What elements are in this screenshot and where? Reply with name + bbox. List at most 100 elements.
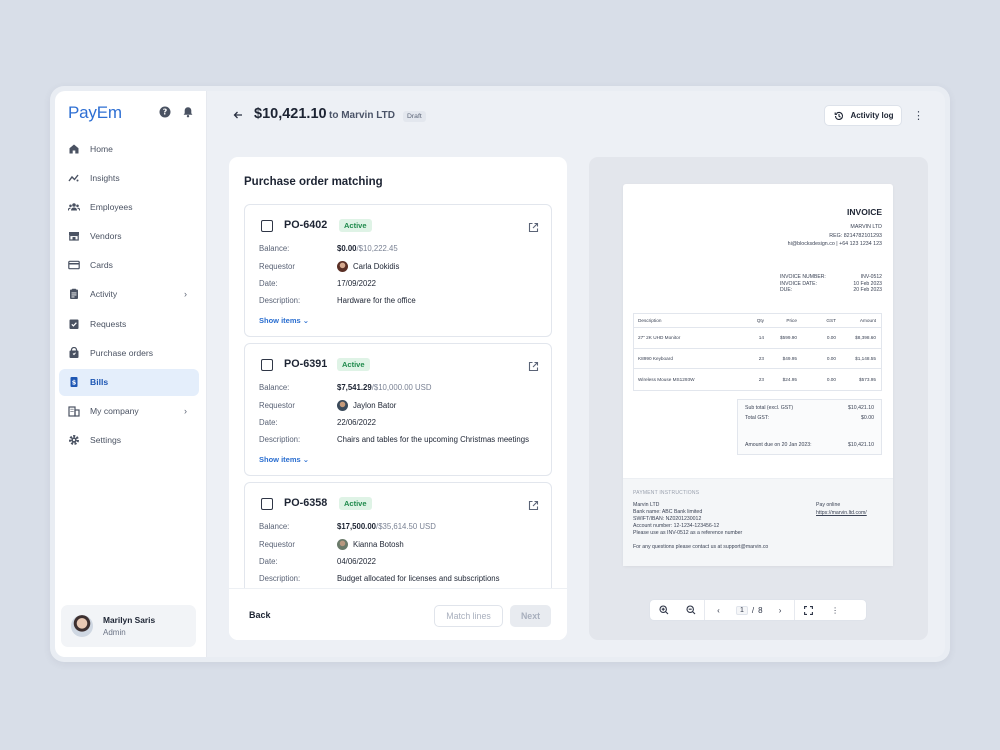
- avatar: [71, 615, 93, 637]
- sidebar-item-home[interactable]: Home: [59, 135, 199, 162]
- invoice-company: MARVIN LTD: [850, 224, 882, 230]
- brand-logo[interactable]: PayEm: [68, 103, 122, 122]
- sidebar-nav: Home Insights Employees Vendors Cards Ac…: [59, 135, 199, 456]
- column-header: Qty: [756, 318, 764, 323]
- sidebar-item-my-company[interactable]: My company ›: [59, 398, 199, 425]
- activity-log-label: Activity log: [850, 111, 894, 120]
- cell: $1,148.55: [855, 355, 876, 361]
- cell: $599.90: [780, 335, 797, 341]
- pay-online-link[interactable]: https://marvin.ltd.com/: [816, 510, 867, 516]
- sidebar-item-label: Employees: [90, 201, 133, 212]
- po-checkbox[interactable]: [261, 359, 273, 371]
- table-row: K8990 Keyboard 23 $49.95 0.00 $1,148.55: [634, 349, 881, 369]
- po-list[interactable]: PO-6402 Active Balance: $0.00/$10,222.45…: [244, 204, 552, 588]
- chevron-down-icon: ⌄: [302, 455, 310, 464]
- bill-vendor: to Marvin LTD: [329, 110, 395, 121]
- sidebar-item-label: Bills: [90, 377, 109, 387]
- description-label: Description:: [259, 574, 301, 583]
- balance-amount: $0.00: [337, 244, 357, 253]
- sidebar-item-label: My company: [90, 406, 139, 417]
- svg-text:?: ?: [162, 107, 167, 116]
- meta-label: INVOICE DATE:: [780, 280, 817, 287]
- amount-due-value: $10,421.10: [848, 442, 874, 448]
- pay-online-label: Pay online: [816, 502, 841, 508]
- sidebar-item-label: Home: [90, 143, 113, 154]
- previous-page-icon[interactable]: ‹: [717, 605, 720, 615]
- show-items-link[interactable]: Show items ⌄: [259, 455, 309, 464]
- payment-line: Account number: 12-1234-123456-12: [633, 523, 720, 529]
- main-content: $10,421.10 to Marvin LTD Draft Activity …: [207, 91, 945, 657]
- table-header: Description Qty Price GST Amount: [634, 314, 881, 328]
- balance-value: $0.00/$10,222.45: [337, 244, 398, 253]
- po-checkbox[interactable]: [261, 498, 273, 510]
- show-items-label: Show items: [259, 455, 301, 464]
- cell: 14: [758, 335, 764, 341]
- po-number: PO-6391: [284, 358, 328, 370]
- description-label: Description:: [259, 435, 301, 444]
- page-current-input[interactable]: 1: [736, 605, 748, 615]
- column-header: Description: [638, 318, 662, 323]
- sidebar-item-label: Settings: [90, 435, 122, 446]
- sidebar-item-cards[interactable]: Cards: [59, 252, 199, 279]
- balance-label: Balance:: [259, 383, 290, 392]
- description-value: Chairs and tables for the upcoming Chris…: [337, 435, 529, 444]
- sidebar-top-icons: ?: [158, 105, 194, 118]
- activity-log-button[interactable]: Activity log: [824, 105, 902, 126]
- purchase-orders-icon: [68, 346, 80, 359]
- help-icon[interactable]: ?: [158, 105, 171, 118]
- show-items-link[interactable]: Show items ⌄: [259, 316, 309, 325]
- po-checkbox[interactable]: [261, 220, 273, 232]
- sidebar-item-insights[interactable]: Insights: [59, 164, 199, 191]
- subtotal-value: $10,421.10: [848, 405, 874, 411]
- payment-instructions: PAYMENT INSTRUCTIONS Marvin LTD Bank nam…: [623, 478, 893, 566]
- sidebar-item-label: Activity: [90, 289, 118, 300]
- status-badge: Draft: [403, 111, 426, 122]
- sidebar-item-requests[interactable]: Requests: [59, 310, 199, 337]
- back-arrow-icon[interactable]: [233, 109, 243, 123]
- balance-total: /$35,614.50 USD: [376, 522, 436, 531]
- sidebar-item-employees[interactable]: Employees: [59, 193, 199, 220]
- fullscreen-icon[interactable]: [795, 600, 822, 620]
- external-link-icon[interactable]: [528, 498, 539, 511]
- requestor-name: Carla Dokidis: [353, 262, 400, 271]
- balance-total: /$10,000.00 USD: [371, 383, 432, 392]
- more-options-icon[interactable]: ⋮: [913, 110, 924, 122]
- user-role: Admin: [103, 628, 126, 637]
- sidebar-item-bills[interactable]: $ Bills: [59, 368, 199, 396]
- cell: Wireless Mouse MS1293W: [638, 376, 695, 382]
- more-options-icon[interactable]: ⋮: [831, 605, 840, 615]
- back-button[interactable]: Back: [249, 610, 271, 620]
- cell: 23: [758, 376, 764, 382]
- balance-value: $7,541.29/$10,000.00 USD: [337, 383, 432, 392]
- date-label: Date:: [259, 418, 278, 427]
- app-window: PayEm ? Home Insights Employees: [55, 91, 945, 657]
- requestor-name: Kianna Botosh: [353, 540, 404, 549]
- sidebar-item-activity[interactable]: Activity ›: [59, 281, 199, 308]
- balance-total: /$10,222.45: [356, 244, 398, 253]
- sidebar-item-vendors[interactable]: Vendors: [59, 223, 199, 250]
- zoom-in-icon[interactable]: [650, 600, 677, 620]
- date-value: 22/06/2022: [337, 418, 377, 427]
- next-page-icon[interactable]: ›: [778, 605, 782, 615]
- next-button[interactable]: Next: [510, 605, 551, 627]
- zoom-out-icon[interactable]: [677, 600, 704, 620]
- meta-label: DUE:: [780, 287, 793, 293]
- company-icon: [68, 405, 80, 417]
- activity-icon: [68, 288, 80, 300]
- match-lines-button[interactable]: Match lines: [434, 605, 503, 627]
- header: $10,421.10 to Marvin LTD Draft Activity …: [207, 91, 945, 141]
- home-icon: [68, 143, 80, 155]
- page-total: 8: [758, 605, 763, 615]
- external-link-icon[interactable]: [528, 359, 539, 372]
- date-label: Date:: [259, 279, 278, 288]
- external-link-icon[interactable]: [528, 220, 539, 233]
- panel-title: Purchase order matching: [244, 176, 383, 188]
- chevron-right-icon: ›: [184, 289, 187, 300]
- svg-text:$: $: [72, 378, 77, 386]
- sidebar-item-settings[interactable]: Settings: [59, 427, 199, 454]
- insights-icon: [68, 172, 80, 184]
- bell-icon[interactable]: [181, 105, 194, 118]
- meta-value: 10 Feb 2023: [853, 280, 882, 287]
- user-profile[interactable]: Marilyn Saris Admin: [61, 605, 196, 647]
- sidebar-item-purchase-orders[interactable]: Purchase orders: [59, 339, 199, 366]
